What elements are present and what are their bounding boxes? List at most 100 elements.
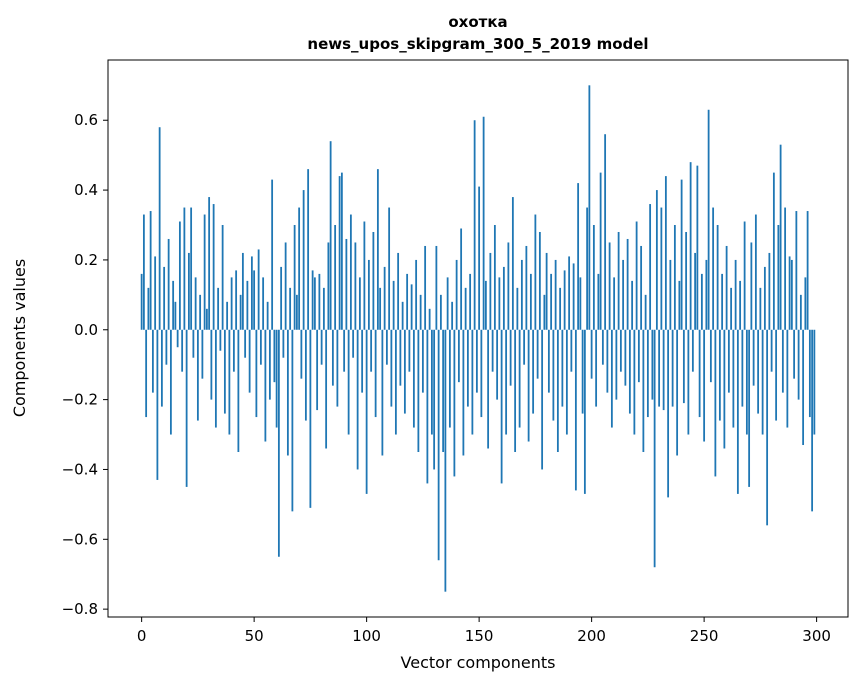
bar — [525, 245, 528, 330]
bar — [446, 277, 449, 330]
bar — [487, 329, 490, 449]
bar — [284, 242, 287, 330]
bar — [266, 301, 269, 330]
bar — [687, 329, 690, 435]
bar — [482, 116, 485, 330]
bar — [430, 329, 433, 435]
x-tick-label: 300 — [802, 627, 831, 645]
bar — [802, 329, 805, 446]
bar — [253, 270, 256, 330]
bar — [772, 172, 775, 330]
bar — [394, 329, 397, 435]
bar — [388, 207, 391, 330]
bar — [673, 225, 676, 330]
bar — [554, 259, 557, 330]
bar — [763, 266, 766, 330]
bar — [390, 329, 393, 407]
bar — [631, 280, 634, 330]
bar — [669, 259, 672, 330]
bar — [550, 273, 553, 330]
bar — [244, 329, 247, 358]
bar — [397, 252, 400, 330]
y-tick-label: 0.2 — [74, 251, 98, 269]
bar-series — [140, 85, 816, 592]
bar — [514, 329, 517, 452]
bar — [556, 329, 559, 452]
bar — [507, 242, 510, 330]
bar — [588, 85, 591, 330]
bar — [532, 329, 535, 414]
bar — [329, 141, 332, 330]
bar — [322, 287, 325, 330]
bar — [786, 329, 789, 428]
bar — [262, 277, 265, 330]
y-tick-label: 0.4 — [74, 181, 98, 199]
bar — [196, 329, 199, 421]
bar — [160, 329, 163, 407]
bar — [806, 211, 809, 330]
bar — [156, 329, 159, 480]
bar — [210, 329, 213, 400]
bar — [633, 329, 636, 435]
bar — [651, 329, 654, 400]
bar — [682, 329, 685, 404]
bar — [439, 294, 442, 330]
bar — [597, 273, 600, 330]
bar — [795, 211, 798, 330]
bar — [424, 245, 427, 330]
bar — [300, 329, 303, 379]
bar — [581, 329, 584, 414]
bar — [694, 252, 697, 330]
bar — [212, 204, 215, 330]
bar — [291, 329, 294, 512]
bar — [192, 329, 195, 358]
bar — [811, 329, 814, 512]
bar — [426, 329, 429, 484]
bar — [187, 252, 190, 330]
bar — [412, 329, 415, 428]
bar — [712, 207, 715, 330]
bar — [718, 329, 721, 421]
bar — [691, 329, 694, 372]
bar — [761, 329, 764, 435]
bar — [615, 329, 618, 400]
bar — [664, 176, 667, 330]
bar — [169, 329, 172, 435]
bar — [361, 329, 364, 393]
bar — [228, 329, 231, 435]
bar — [257, 249, 260, 330]
bar — [745, 329, 748, 435]
bar — [475, 329, 478, 393]
bar — [145, 329, 148, 418]
bar — [181, 329, 184, 372]
bar — [662, 329, 665, 411]
bar — [464, 287, 467, 330]
bar — [592, 225, 595, 330]
bar — [563, 270, 566, 330]
bar — [316, 329, 319, 411]
bar — [190, 207, 193, 330]
bar — [286, 329, 289, 456]
bar — [725, 245, 728, 330]
bar — [678, 280, 681, 330]
bar — [770, 329, 773, 372]
bar — [752, 329, 755, 386]
bar — [779, 144, 782, 330]
bar — [185, 329, 188, 487]
y-tick-label: −0.4 — [62, 460, 98, 478]
bar — [428, 308, 431, 330]
bar — [617, 231, 620, 330]
bar — [347, 329, 350, 435]
y-tick-label: −0.6 — [62, 530, 98, 548]
bar — [741, 329, 744, 407]
bar — [586, 207, 589, 330]
bar — [433, 329, 436, 470]
bar — [410, 284, 413, 330]
bar — [356, 329, 359, 470]
bar — [372, 231, 375, 330]
bar — [642, 329, 645, 452]
bar — [523, 329, 526, 365]
bar — [754, 214, 757, 330]
bar — [466, 329, 469, 407]
bar — [676, 329, 679, 456]
